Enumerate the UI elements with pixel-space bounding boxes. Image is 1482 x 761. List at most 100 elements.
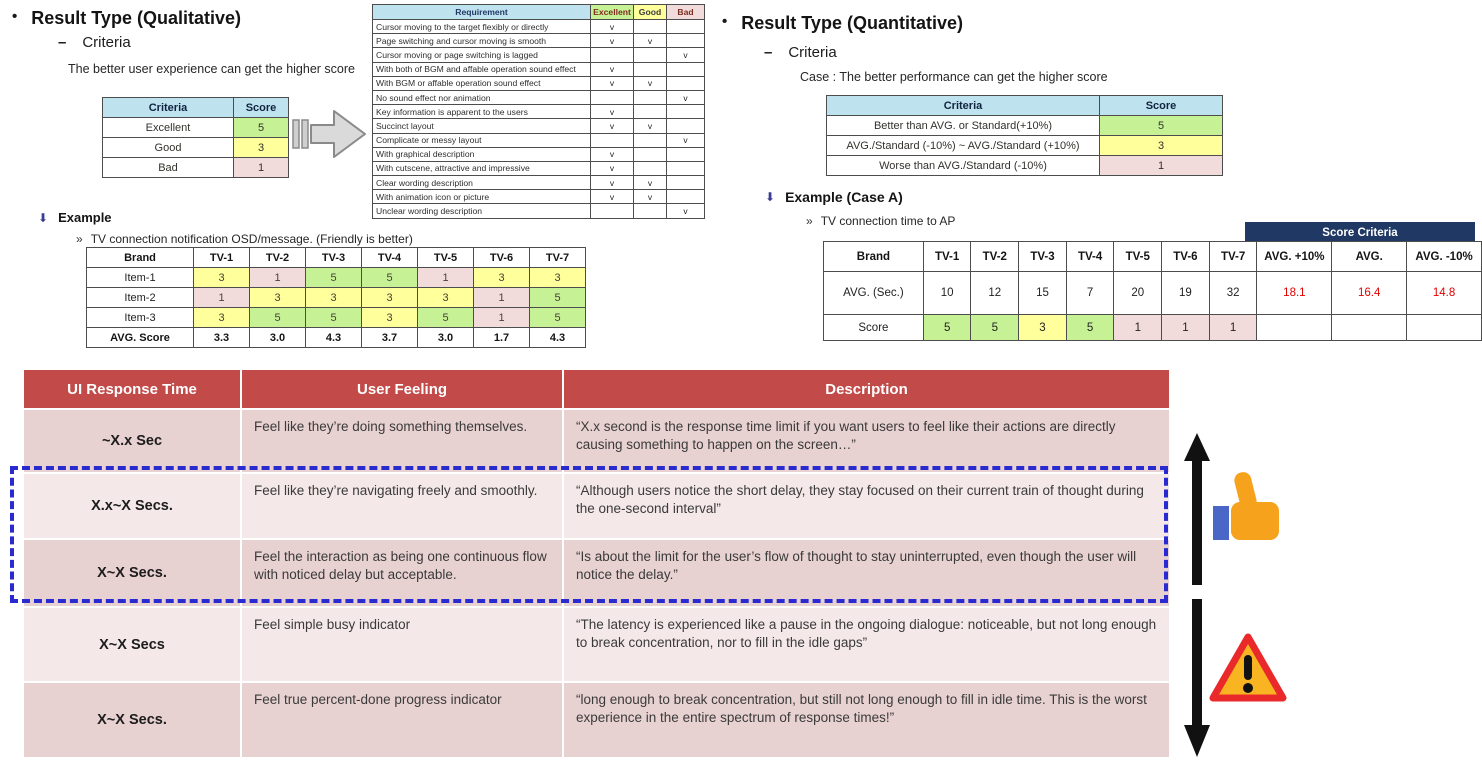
- score-criteria-band: Score Criteria: [1245, 222, 1475, 243]
- bullet-glyph: •: [722, 13, 728, 30]
- criteria-cell: AVG./Standard (-10%) ~ AVG./Standard (+1…: [826, 135, 1100, 156]
- check-cell: [633, 146, 667, 162]
- score-cell: 5: [529, 287, 586, 308]
- qualitative-score-table: Criteria Score Excellent 5 Good 3 Bad 1: [102, 97, 289, 178]
- qualitative-example-table: Brand TV-1 TV-2 TV-3 TV-4 TV-5 TV-6 TV-7 Item-1 3…: [86, 247, 586, 348]
- check-cell: [590, 47, 634, 63]
- score-cell: 5: [529, 307, 586, 328]
- avg-value-cell: 10: [922, 271, 972, 315]
- table-header-cell: TV-7: [529, 247, 586, 268]
- check-cell: [633, 61, 667, 77]
- score-cell: 3: [1099, 135, 1223, 156]
- score-cell: 3: [249, 287, 306, 308]
- warning-triangle-icon: [1209, 633, 1287, 702]
- down-arrow-icon: [1184, 599, 1210, 757]
- table-row: ~X.x Sec Feel like they’re doing somethin…: [22, 408, 1171, 474]
- table-header-cell: AVG.: [1331, 241, 1408, 272]
- table-row: X~X Secs. Feel true percent-done progress…: [22, 681, 1171, 759]
- table-header-cell: Excellent: [590, 4, 634, 20]
- check-cell: v: [633, 118, 667, 134]
- table-row: AVG./Standard (-10%) ~ AVG./Standard (+1…: [826, 135, 1223, 156]
- check-cell: [633, 132, 667, 148]
- table-row: Worse than AVG./Standard (-10%) 1: [826, 155, 1223, 176]
- score-cell: 1: [249, 267, 306, 288]
- table-header-cell: TV-6: [1161, 241, 1210, 272]
- page-title: Result Type (Qualitative): [31, 8, 241, 28]
- check-cell: v: [590, 118, 634, 134]
- avg-label-cell: AVG. Score: [86, 327, 194, 348]
- empty-cell: [1256, 314, 1333, 341]
- quantitative-note: Case : The better performance can get th…: [800, 70, 1108, 84]
- quantitative-criteria-heading: – Criteria: [764, 44, 837, 61]
- check-cell: v: [590, 175, 634, 191]
- item-label-cell: Item-3: [86, 307, 194, 328]
- user-feeling-cell: Feel like they’re doing something themse…: [240, 408, 564, 474]
- avg-criteria-cell: 14.8: [1406, 271, 1482, 315]
- check-cell: v: [666, 203, 705, 219]
- user-feeling-cell: Feel simple busy indicator: [240, 606, 564, 683]
- qualitative-example-subheading: » TV connection notification OSD/message…: [76, 232, 413, 246]
- response-table-header: UI Response Time: [22, 368, 242, 410]
- description-cell: “Although users notice the short delay, …: [562, 472, 1171, 540]
- check-cell: [590, 132, 634, 148]
- table-header-cell: Criteria: [826, 95, 1100, 116]
- table-row: With cutscene, attractive and impressive…: [372, 160, 705, 177]
- check-cell: [666, 160, 705, 177]
- chevron-bullet: »: [806, 214, 813, 228]
- avg-value-cell: 15: [1018, 271, 1067, 315]
- table-row: Brand TV-1 TV-2 TV-3 TV-4 TV-5 TV-6 TV-7: [86, 247, 586, 268]
- score-cell: 3: [417, 287, 474, 308]
- table-header-cell: TV-6: [473, 247, 530, 268]
- requirement-cell: Unclear wording description: [372, 203, 591, 219]
- requirement-cell: Cursor moving or page switching is lagge…: [372, 47, 591, 63]
- avg-value-cell: 4.3: [529, 327, 586, 348]
- table-header-cell: TV-3: [305, 247, 362, 268]
- score-cell: 3: [193, 267, 250, 288]
- table-row: Score 5 5 3 5 1 1 1: [823, 314, 1482, 341]
- quantitative-section-title: • Result Type (Quantitative): [722, 12, 963, 34]
- check-cell: [666, 75, 705, 91]
- check-cell: [666, 189, 705, 205]
- user-feeling-cell: Feel like they’re navigating freely and …: [240, 472, 564, 540]
- check-cell: v: [590, 146, 634, 162]
- table-header-cell: TV-4: [1065, 241, 1115, 272]
- table-header-cell: Good: [633, 4, 667, 20]
- user-feeling-cell: Feel true percent-done progress indicato…: [240, 681, 564, 759]
- table-header-cell: TV-5: [417, 247, 474, 268]
- avg-value-cell: 12: [970, 271, 1020, 315]
- score-cell: 1: [1113, 314, 1163, 341]
- check-cell: [666, 104, 705, 120]
- check-cell: v: [590, 189, 634, 205]
- dash-glyph: –: [58, 34, 67, 51]
- score-cell: 5: [1065, 314, 1115, 341]
- avg-criteria-cell: 16.4: [1331, 271, 1408, 315]
- score-cell: 1: [473, 307, 530, 328]
- criteria-cell: Excellent: [102, 117, 234, 138]
- check-cell: [633, 203, 667, 219]
- right-block-arrow-icon: [292, 110, 366, 158]
- score-cell: 1: [1161, 314, 1210, 341]
- quantitative-score-table: Criteria Score Better than AVG. or Standar…: [826, 95, 1223, 176]
- empty-cell: [1406, 314, 1482, 341]
- table-row: X~X Secs Feel simple busy indicator “The l…: [22, 606, 1171, 683]
- table-header-cell: TV-7: [1208, 241, 1258, 272]
- page-title-2: Result Type (Quantitative): [741, 13, 963, 33]
- table-row: Excellent 5: [102, 117, 289, 138]
- criteria-cell: Better than AVG. or Standard(+10%): [826, 115, 1100, 136]
- avg-value-cell: 4.3: [305, 327, 362, 348]
- score-cell: 3: [529, 267, 586, 288]
- arrow-bullet-icon: ⬇: [765, 190, 776, 204]
- table-row: Good 3: [102, 137, 289, 158]
- table-row: With both of BGM and affable operation s…: [372, 61, 705, 77]
- response-time-cell: ~X.x Sec: [22, 408, 242, 474]
- check-cell: v: [590, 18, 634, 35]
- avg-value-cell: 1.7: [473, 327, 530, 348]
- table-row: With BGM or affable operation sound effe…: [372, 75, 705, 91]
- table-header-cell: Score: [233, 97, 289, 118]
- check-cell: v: [590, 160, 634, 177]
- qualitative-section-title: • Result Type (Qualitative): [12, 7, 241, 29]
- table-row: Cursor moving to the target flexibly or …: [372, 18, 705, 35]
- score-cell: 3: [233, 137, 289, 158]
- chevron-bullet: »: [76, 232, 83, 246]
